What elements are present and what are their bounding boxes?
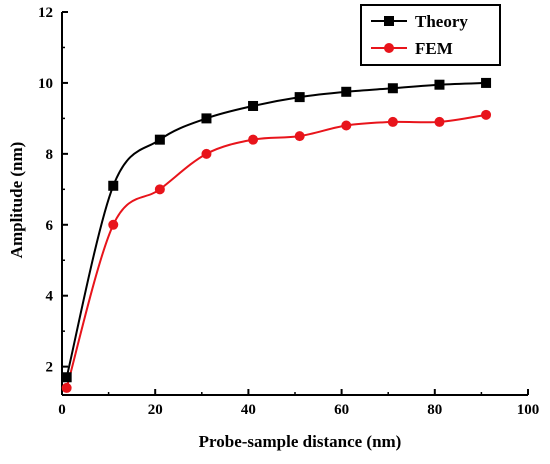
x-tick-label: 80 (427, 402, 442, 418)
data-point-theory (154, 134, 165, 145)
data-point-fem (481, 109, 492, 120)
series-line-theory (65, 81, 487, 378)
legend-box (360, 4, 501, 66)
tick-labels: 0 20 40 60 80 100 2 4 6 8 10 12 (38, 5, 539, 418)
data-point-fem (341, 120, 352, 131)
legend-label-theory: Theory (415, 12, 468, 31)
data-point-theory (61, 372, 72, 383)
series-line-fem (65, 113, 487, 389)
legend-marker-theory (384, 16, 394, 26)
y-tick-label: 8 (46, 147, 54, 163)
data-point-fem (108, 219, 119, 230)
y-tick-label: 2 (46, 360, 54, 376)
legend: Theory FEM (360, 4, 501, 66)
data-point-fem (294, 131, 305, 142)
x-tick-label: 60 (334, 402, 349, 418)
data-point-theory (387, 83, 398, 94)
data-point-fem (154, 184, 165, 195)
data-point-fem (434, 116, 445, 127)
data-point-fem (201, 148, 212, 159)
data-point-fem (248, 134, 259, 145)
data-point-fem (387, 116, 398, 127)
x-tick-label: 40 (241, 402, 256, 418)
legend-marker-fem (384, 43, 394, 53)
series-curves (65, 81, 487, 389)
data-point-theory (481, 77, 492, 88)
y-axis-title: Amplitude (nm) (7, 142, 26, 259)
y-tick-label: 4 (46, 289, 54, 305)
data-point-fem (61, 382, 72, 393)
y-tick-label: 10 (38, 76, 53, 92)
legend-label-fem: FEM (415, 39, 453, 58)
x-tick-label: 100 (517, 402, 540, 418)
data-point-theory (108, 180, 119, 191)
y-tick-label: 6 (46, 218, 54, 234)
data-point-theory (294, 92, 305, 103)
y-tick-label: 12 (38, 5, 53, 21)
series-markers (61, 77, 492, 393)
axes (61, 11, 529, 396)
data-point-theory (434, 79, 445, 90)
data-point-theory (201, 113, 212, 124)
data-point-theory (248, 100, 259, 111)
x-axis-title: Probe-sample distance (nm) (199, 432, 402, 451)
x-tick-label: 0 (58, 402, 66, 418)
x-tick-label: 20 (148, 402, 163, 418)
data-point-theory (341, 86, 352, 97)
